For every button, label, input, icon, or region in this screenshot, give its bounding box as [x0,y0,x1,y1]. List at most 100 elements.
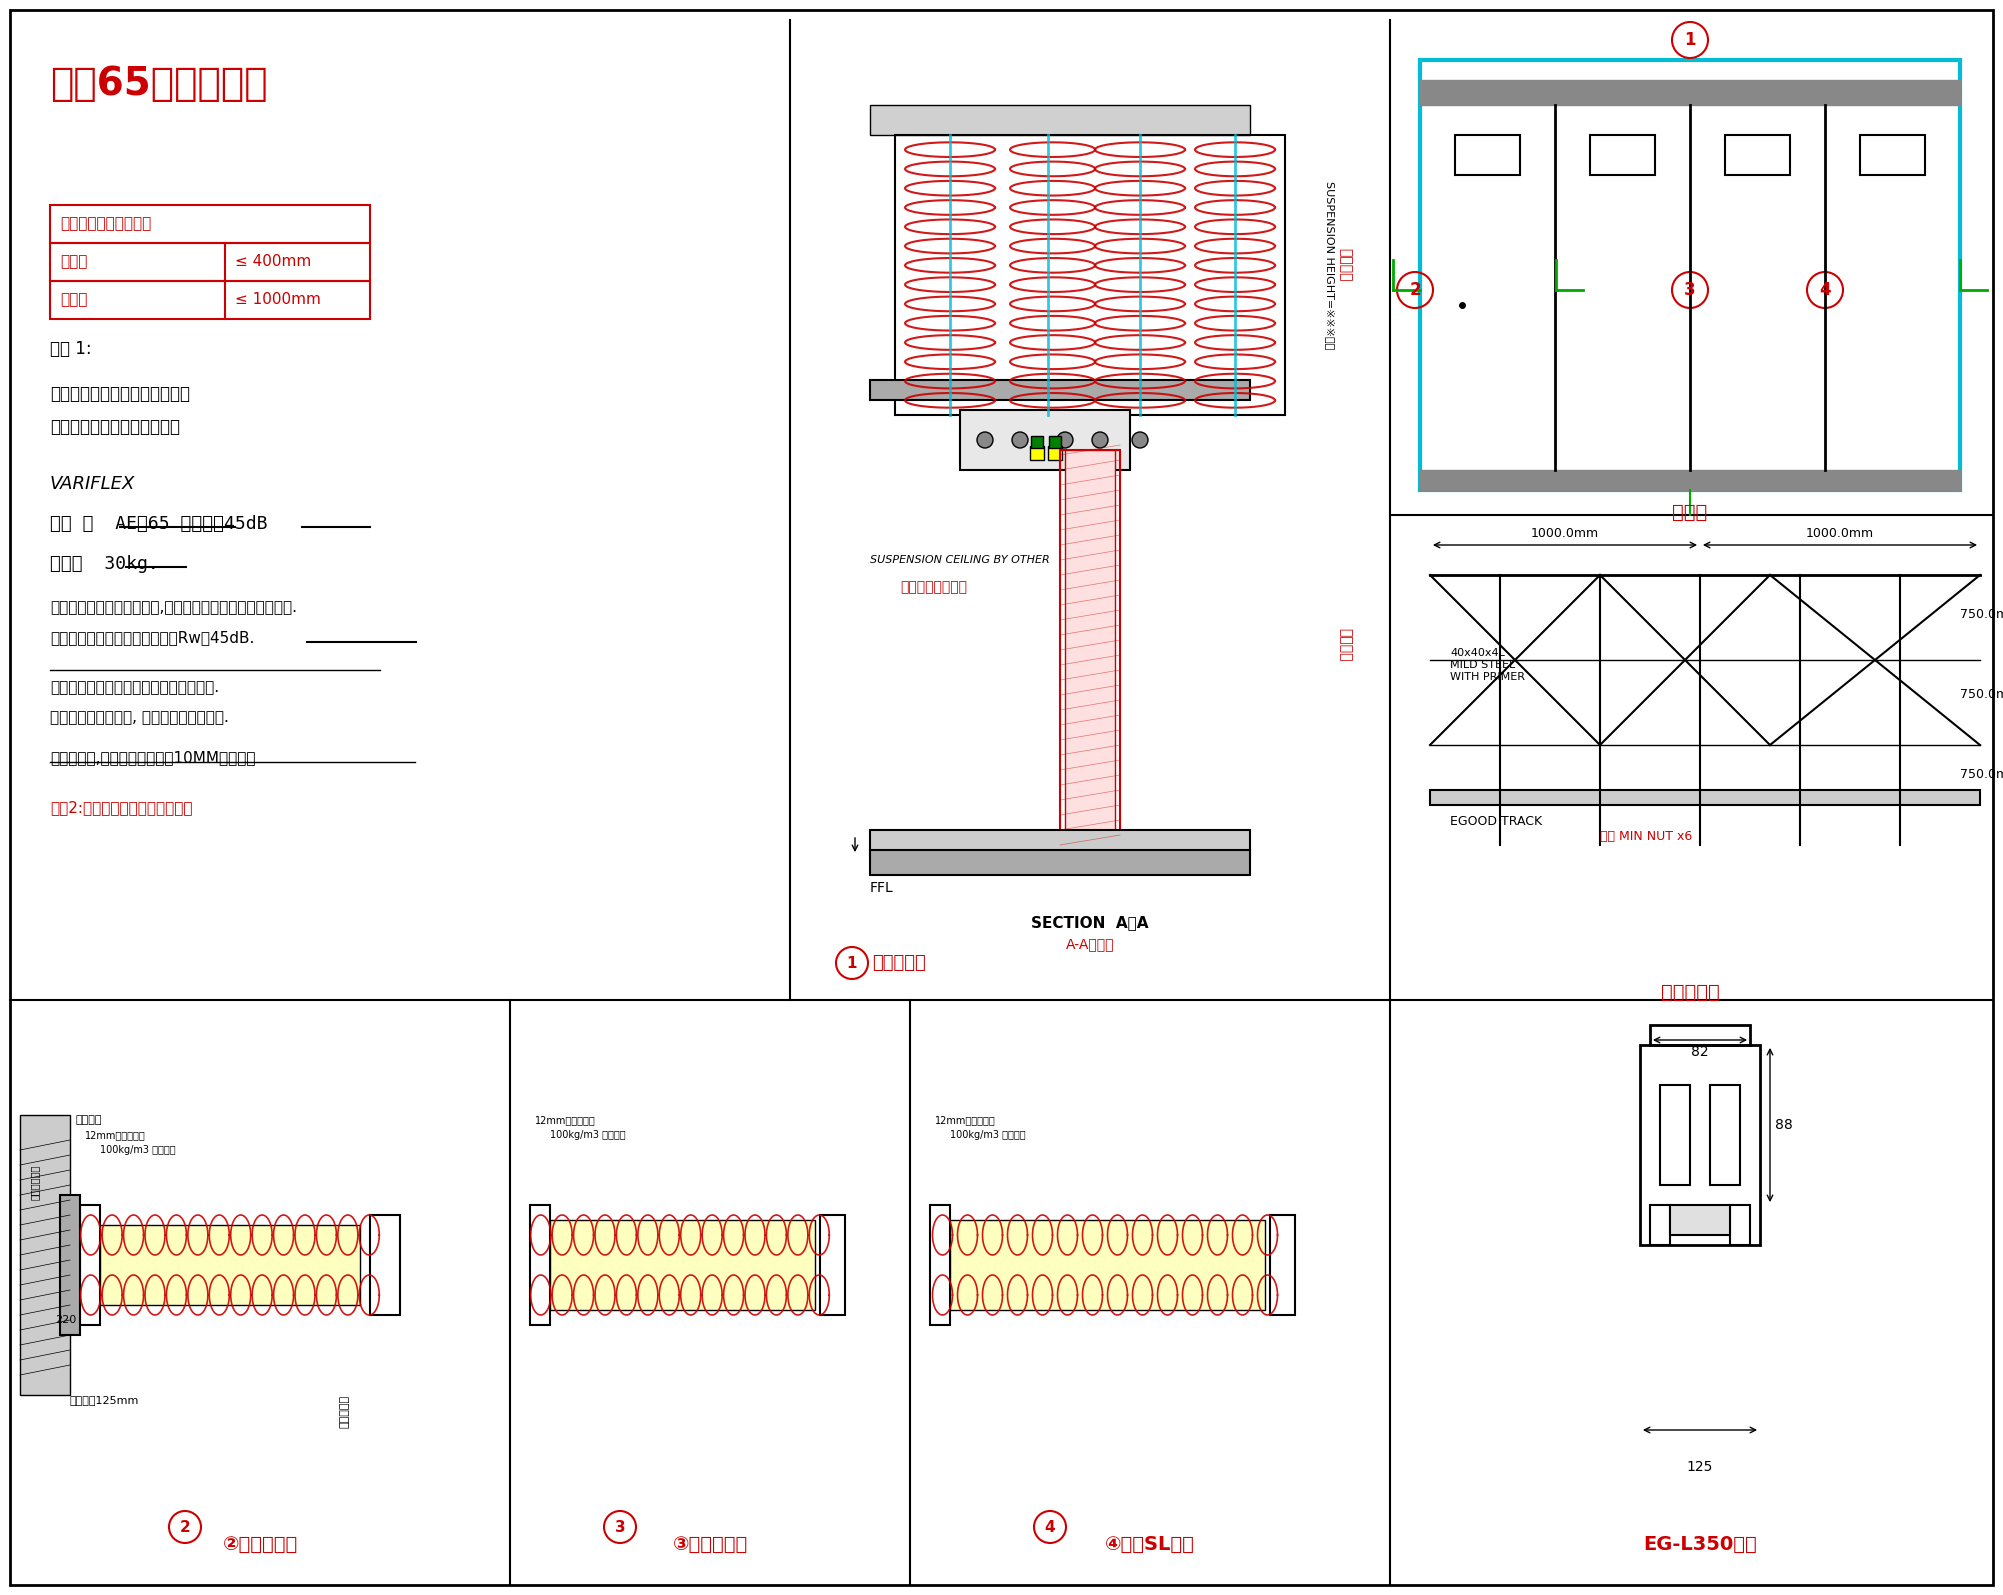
Bar [1032,435,1044,448]
Text: 螺栓 MIN NUT x6: 螺栓 MIN NUT x6 [1600,829,1693,844]
Text: 220: 220 [54,1314,76,1325]
Text: FFL: FFL [869,880,893,895]
Bar [869,380,1250,400]
Text: ②伸缩板节点: ②伸缩板节点 [222,1534,298,1554]
Bar [1671,1204,1731,1235]
Circle shape [1092,432,1108,448]
Text: 竖向剖面图: 竖向剖面图 [871,954,925,971]
Bar [50,281,371,319]
Text: 1: 1 [1685,30,1697,49]
Text: VARIFLEX: VARIFLEX [50,475,136,493]
Bar [100,1225,361,1305]
Text: 并由结构工程师对其进行检查: 并由结构工程师对其进行检查 [50,418,180,435]
Bar [1590,136,1654,175]
FancyBboxPatch shape [1420,61,1961,490]
Bar [20,1115,70,1396]
Text: SECTION  A－A: SECTION A－A [1032,916,1150,930]
Text: 后动伸缩板: 后动伸缩板 [341,1396,351,1428]
Text: 伸缩距离125mm: 伸缩距离125mm [70,1396,140,1405]
Bar [1060,450,1120,845]
Text: 750.0mm: 750.0mm [1961,609,2003,622]
Bar [1640,1045,1761,1246]
Text: 立面图: 立面图 [1673,502,1709,522]
Text: ≤ 1000mm: ≤ 1000mm [234,292,320,308]
Text: 125: 125 [1687,1459,1713,1474]
Text: 100kg/m3 隔音岩棉: 100kg/m3 隔音岩棉 [949,1129,1026,1140]
Text: SUSPENSION CEILING BY OTHER: SUSPENSION CEILING BY OTHER [869,555,1050,565]
Circle shape [1058,432,1074,448]
Text: EG-L350路轨: EG-L350路轨 [1642,1534,1757,1554]
Text: 1000.0mm: 1000.0mm [1530,526,1598,541]
Bar [1048,447,1062,459]
Bar [1861,136,1925,175]
Text: ④尾板SL节点: ④尾板SL节点 [1106,1534,1196,1554]
Text: 德系65型活动隔断: 德系65型活动隔断 [50,65,268,104]
Text: 750.0mm: 750.0mm [1961,769,2003,782]
Bar [60,1195,80,1335]
Bar [80,1204,100,1325]
Text: 4: 4 [1819,281,1831,298]
Text: 注意：不可将其他建筑部件连接到导轨上.: 注意：不可将其他建筑部件连接到导轨上. [50,679,218,695]
Text: A-A剖面图: A-A剖面图 [1066,936,1114,951]
Bar [949,1220,1266,1309]
Bar [895,136,1286,415]
Circle shape [1012,432,1028,448]
Text: 1000.0mm: 1000.0mm [1807,526,1875,541]
Text: 40x40x4L
MILD STEEL
WITH PRIMER: 40x40x4L MILD STEEL WITH PRIMER [1450,649,1524,681]
Text: 82: 82 [1691,1045,1709,1059]
Text: 类型 ：  AE－65 ，隔音：45dB: 类型 ： AE－65 ，隔音：45dB [50,515,268,533]
Text: 此导轨为了安装门页, 导轨必须是可拆卸的.: 此导轨为了安装门页, 导轨必须是可拆卸的. [50,710,228,726]
Text: 2: 2 [1410,281,1420,298]
Text: 750.0mm: 750.0mm [1961,689,2003,702]
Bar [1650,1204,1671,1246]
Bar [551,1220,815,1309]
Bar [371,1215,401,1314]
Bar [50,206,371,242]
Bar [1731,1204,1751,1246]
Bar [959,410,1130,471]
Text: 收藏区: 收藏区 [60,255,88,270]
Circle shape [1132,432,1148,448]
Text: 隔音密封胶条: 隔音密封胶条 [30,1164,40,1201]
Text: 2: 2 [180,1520,190,1534]
Text: 12mm年硬包层板: 12mm年硬包层板 [84,1129,146,1140]
Text: 导轨吊挂点之间的距离: 导轨吊挂点之间的距离 [60,217,152,231]
Text: ③基本板节点: ③基本板节点 [673,1534,747,1554]
Bar [1725,136,1791,175]
Text: 角铝收边: 角铝收边 [74,1115,102,1124]
Bar [869,105,1250,136]
Circle shape [977,432,993,448]
Text: 注解 1:: 注解 1: [50,340,92,357]
Text: ≤ 400mm: ≤ 400mm [234,255,310,270]
Text: SUSPENSION HEIGHT=※※※高度: SUSPENSION HEIGHT=※※※高度 [1326,180,1336,349]
Text: 导轨安装后,应考虑建筑结构上10MM的误差值: 导轨安装后,应考虑建筑结构上10MM的误差值 [50,750,256,766]
Text: 所有侧面墙体必须达到隔音值：Rw＝45dB.: 所有侧面墙体必须达到隔音值：Rw＝45dB. [50,630,254,644]
Bar [1030,447,1044,459]
Text: EGOOD TRACK: EGOOD TRACK [1450,815,1542,828]
Bar [1660,1085,1691,1185]
Text: 88: 88 [1775,1118,1793,1132]
Bar [1711,1085,1741,1185]
Bar [1650,1026,1751,1045]
Bar [531,1204,551,1325]
Text: 4: 4 [1046,1520,1056,1534]
Bar [1066,450,1116,845]
Text: 通行高度: 通行高度 [1338,628,1352,662]
Text: 主轨道: 主轨道 [60,292,88,308]
Bar [869,829,1250,855]
Text: 3: 3 [1685,281,1697,298]
Text: 100kg/m3 隔音岩棉: 100kg/m3 隔音岩棉 [100,1145,176,1155]
Text: 每平米  30kg.: 每平米 30kg. [50,555,158,573]
Text: 安装示意图: 安装示意图 [1660,983,1719,1002]
Bar [1454,136,1520,175]
Bar [869,850,1250,876]
Bar [1430,790,1981,805]
Text: 悬吊高度: 悬吊高度 [1338,249,1352,282]
Bar [1050,435,1062,448]
Bar [819,1215,845,1314]
Bar [1420,80,1961,105]
Text: 100kg/m3 隔音岩棉: 100kg/m3 隔音岩棉 [551,1129,625,1140]
Text: 3: 3 [615,1520,625,1534]
Text: 1: 1 [847,955,857,970]
Text: 注解2:所有尺寸必须现场进行调整: 注解2:所有尺寸必须现场进行调整 [50,801,192,815]
